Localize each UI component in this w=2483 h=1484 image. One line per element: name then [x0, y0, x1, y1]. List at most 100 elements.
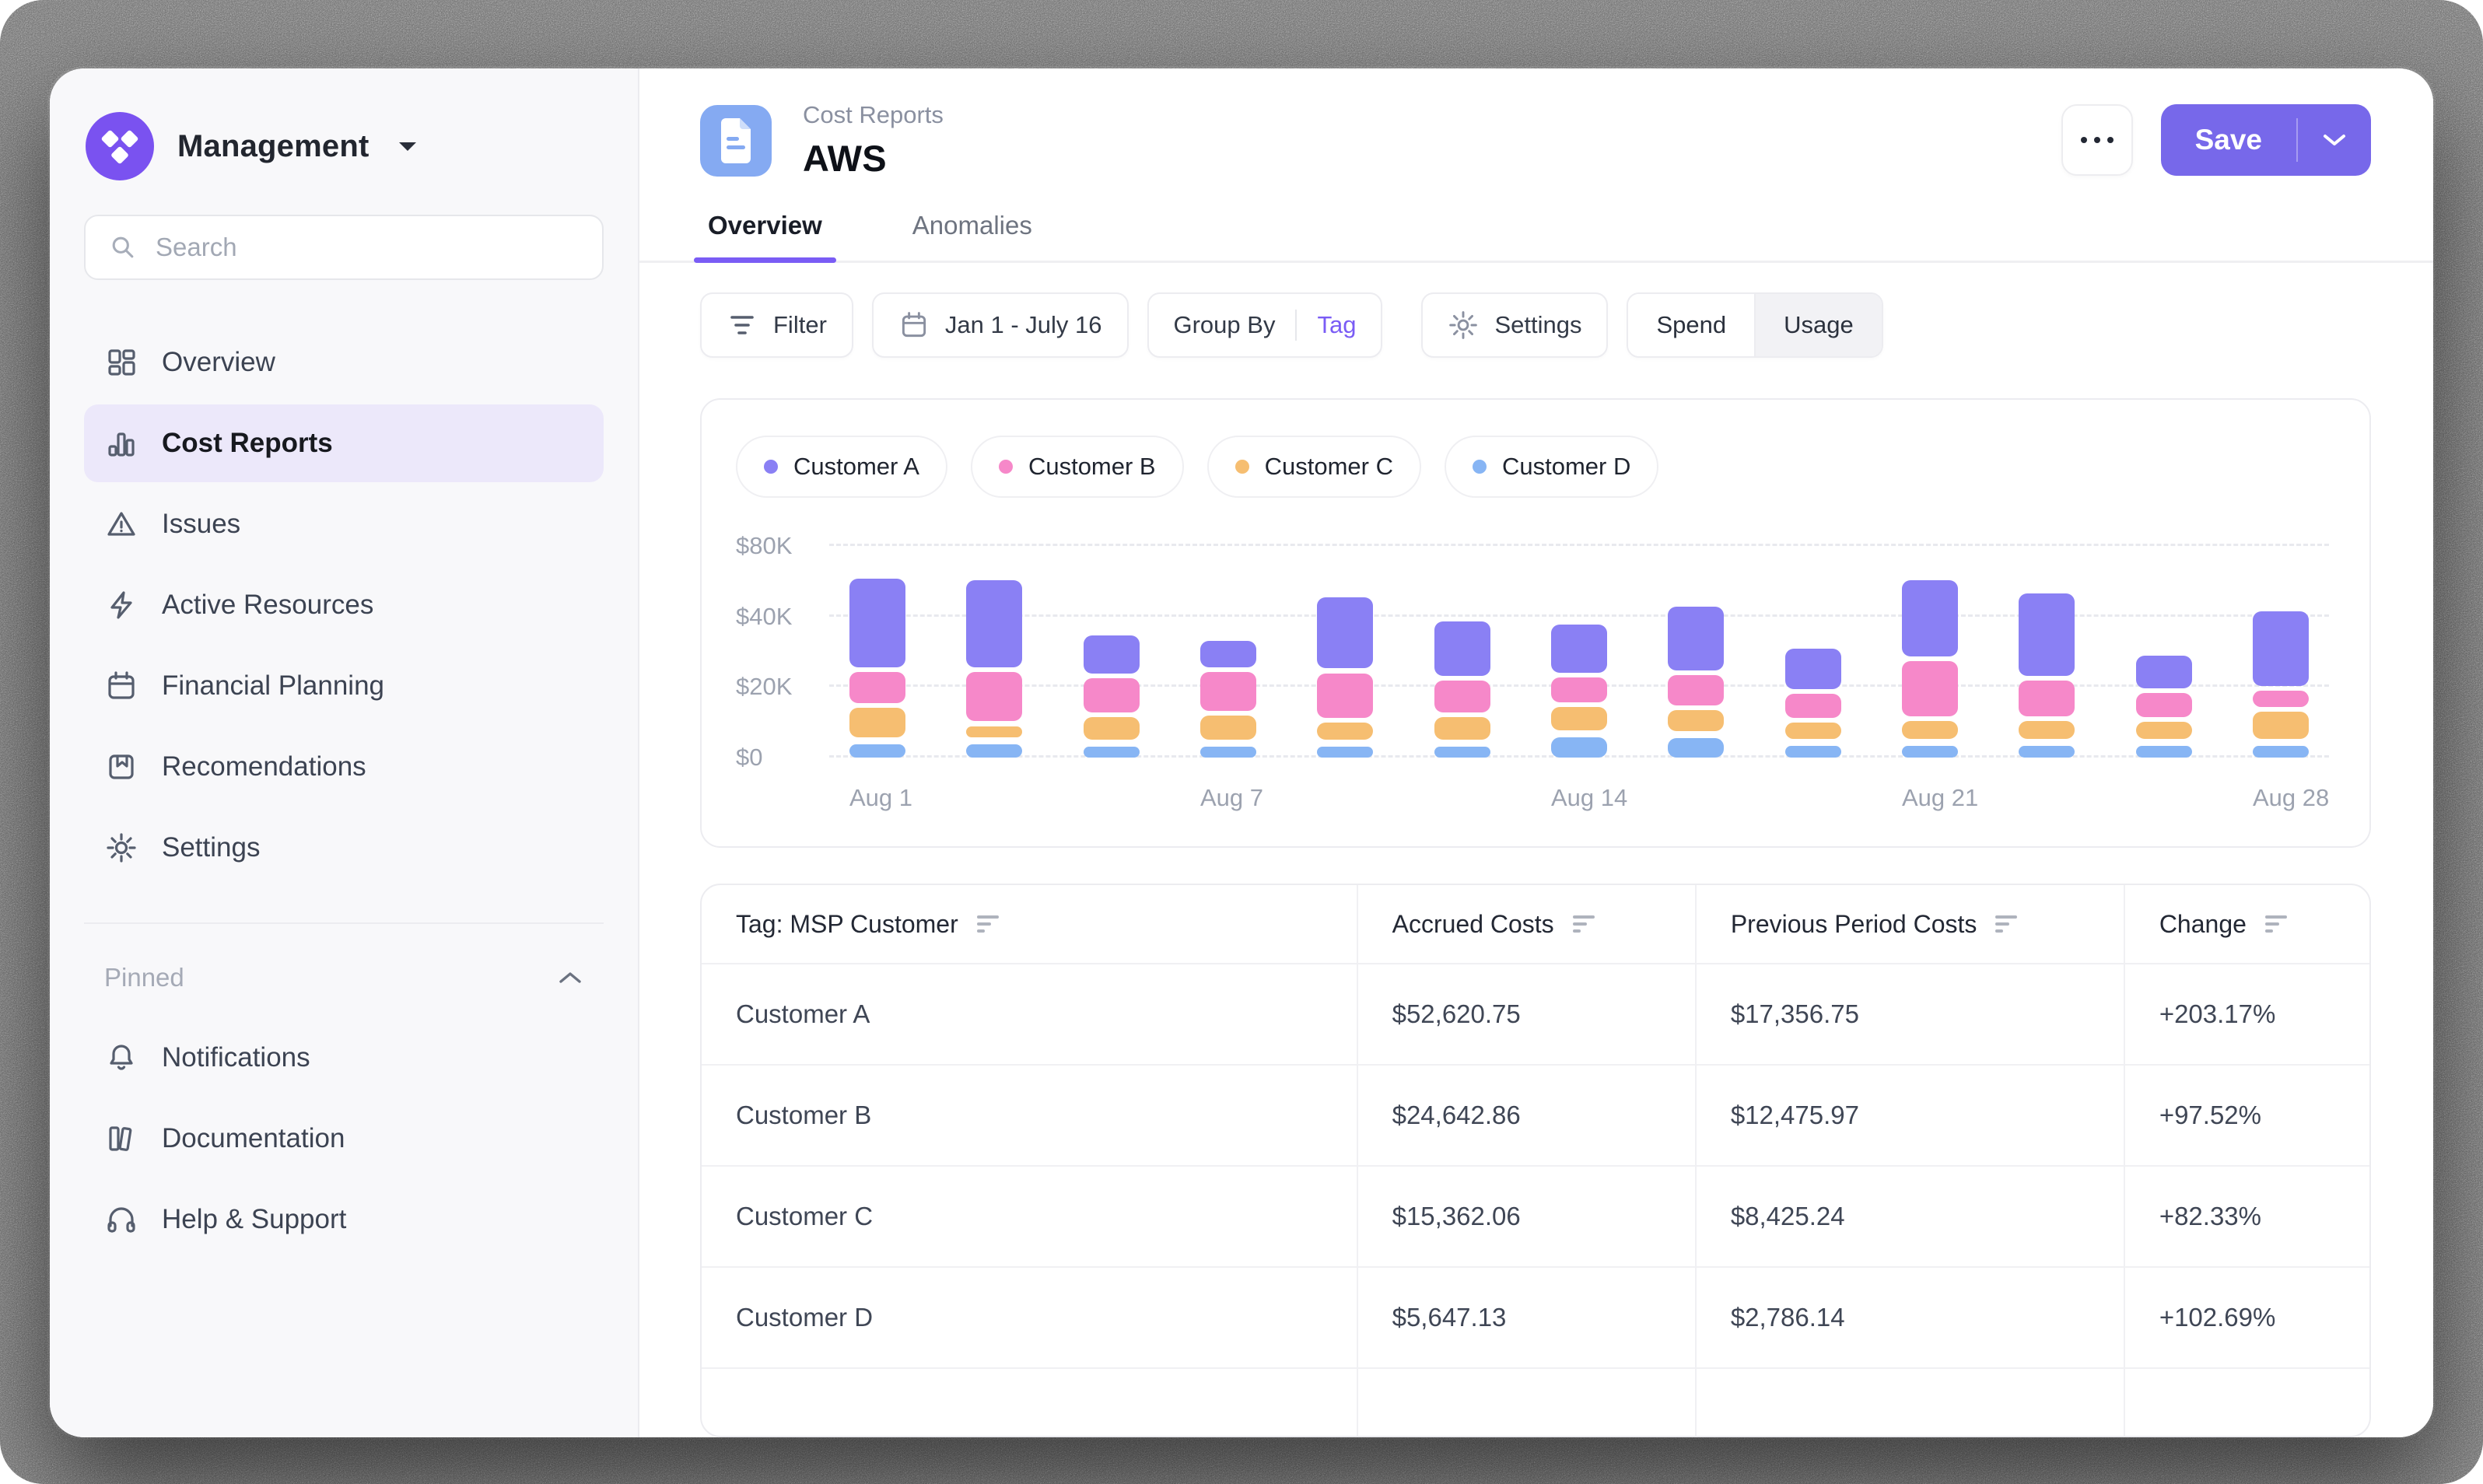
- bar-segment-customer-d: [2252, 746, 2309, 758]
- bar-segment-customer-d: [1434, 746, 1490, 758]
- sidebar-item-label: Cost Reports: [162, 428, 333, 458]
- ellipsis-icon: [2079, 135, 2115, 145]
- bar-segment-customer-d: [2019, 746, 2075, 758]
- y-axis-tick-20k: $20K: [736, 673, 793, 701]
- workspace-switcher[interactable]: Management: [84, 100, 604, 193]
- toggle-option-usage[interactable]: Usage: [1754, 294, 1882, 356]
- chart-bar-2: [966, 546, 1023, 758]
- bar-segment-customer-d: [966, 744, 1023, 758]
- save-dropdown-button[interactable]: [2298, 131, 2371, 149]
- sidebar-item-overview[interactable]: Overview: [84, 324, 604, 401]
- legend-pill-customer-d[interactable]: Customer D: [1445, 436, 1659, 498]
- cell-empty: [2123, 1368, 2369, 1436]
- legend-pill-customer-b[interactable]: Customer B: [970, 436, 1184, 498]
- sidebar-item-active-resources[interactable]: Active Resources: [84, 566, 604, 644]
- sidebar-item-notifications[interactable]: Notifications: [84, 1019, 604, 1097]
- settings-label: Settings: [1494, 311, 1582, 338]
- column-sort-control[interactable]: Change: [2159, 910, 2369, 939]
- cell-empty: [702, 1368, 1357, 1436]
- bar-segment-customer-a: [1668, 606, 1725, 670]
- column-sort-control[interactable]: Accrued Costs: [1392, 910, 1695, 939]
- column-label: Tag: MSP Customer: [736, 909, 958, 938]
- bar-segment-customer-c: [1901, 721, 1958, 740]
- sidebar-item-label: Help & Support: [162, 1204, 347, 1234]
- sidebar-item-documentation[interactable]: Documentation: [84, 1100, 604, 1178]
- date-range-button[interactable]: Jan 1 - July 16: [871, 292, 1129, 358]
- pinned-nav: Notifications Documentation Help & Support: [84, 1019, 604, 1258]
- sidebar-item-help-support[interactable]: Help & Support: [84, 1181, 604, 1258]
- x-axis-tick-aug-21: Aug 21: [1901, 784, 1979, 811]
- x-axis-tick-aug-7: Aug 7: [1199, 784, 1263, 811]
- column-sort-control[interactable]: Tag: MSP Customer: [736, 910, 1357, 939]
- bar-segment-customer-d: [1199, 746, 1256, 758]
- search-icon: [107, 232, 138, 263]
- chart-bar-12: [2135, 546, 2192, 758]
- sidebar-item-cost-reports[interactable]: Cost Reports: [84, 404, 604, 482]
- sidebar-item-recomendations[interactable]: Recomendations: [84, 728, 604, 806]
- legend-dot: [1234, 460, 1249, 474]
- bar-segment-customer-c: [1083, 716, 1140, 740]
- bar-segment-customer-a: [1784, 649, 1841, 689]
- cell-empty: [1694, 1368, 2124, 1436]
- save-button-divider: [2296, 118, 2298, 162]
- save-button[interactable]: Save: [2194, 124, 2262, 156]
- bar-segment-customer-a: [2135, 655, 2192, 689]
- column-sort-control[interactable]: Previous Period Costs: [1731, 910, 2124, 939]
- pinned-section-toggle[interactable]: Pinned: [84, 950, 604, 1005]
- pinned-label: Pinned: [104, 963, 184, 992]
- chart-bar-4: [1199, 546, 1256, 758]
- more-actions-button[interactable]: [2061, 104, 2133, 176]
- legend-label: Customer B: [1028, 453, 1156, 480]
- cell-change: +203.17%: [2123, 964, 2369, 1066]
- bar-segment-customer-a: [1083, 635, 1140, 674]
- sidebar-item-settings[interactable]: Settings: [84, 809, 604, 887]
- table-row-customer-a[interactable]: Customer A $52,620.75 $17,356.75 +203.17%: [702, 964, 2369, 1066]
- chart-settings-button[interactable]: Settings: [1421, 292, 1609, 358]
- legend-pill-customer-a[interactable]: Customer A: [736, 436, 947, 498]
- bar-segment-customer-c: [1434, 716, 1490, 740]
- bar-segment-customer-c: [1550, 706, 1607, 731]
- bar-segment-customer-c: [1784, 722, 1841, 740]
- sidebar-item-label: Active Resources: [162, 590, 374, 620]
- table-row-customer-d[interactable]: Customer D $5,647.13 $2,786.14 +102.69%: [702, 1267, 2369, 1369]
- app-window: Management Search Overview Cost Reports Is…: [50, 68, 2433, 1437]
- chart-plot-area: $0 $20K $40K $80K: [736, 532, 2335, 771]
- table-row-customer-b[interactable]: Customer B $24,642.86 $12,475.97 +97.52%: [702, 1065, 2369, 1167]
- tab-overview[interactable]: Overview: [694, 211, 836, 263]
- table-row-customer-c[interactable]: Customer C $15,362.06 $8,425.24 +82.33%: [702, 1166, 2369, 1268]
- bar-segment-customer-b: [966, 671, 1023, 722]
- filter-button[interactable]: Filter: [700, 292, 853, 358]
- tab-anomalies[interactable]: Anomalies: [912, 211, 1032, 240]
- group-by-button[interactable]: Group By Tag: [1147, 292, 1383, 358]
- sidebar-item-issues[interactable]: Issues: [84, 485, 604, 563]
- chart-legend: Customer A Customer B Customer C Customer D: [736, 436, 2335, 498]
- headphones-icon: [104, 1202, 138, 1237]
- bar-segment-customer-b: [849, 672, 905, 704]
- cell-previous: $2,786.14: [1694, 1267, 2124, 1369]
- chevron-up-icon: [557, 969, 583, 986]
- bar-segment-customer-c: [849, 708, 905, 738]
- column-header-change: Change: [2123, 885, 2369, 964]
- workspace-caret-down-icon: [396, 138, 419, 154]
- cell-tag: Customer A: [702, 964, 1357, 1066]
- legend-pill-customer-c[interactable]: Customer C: [1206, 436, 1421, 498]
- bar-segment-customer-c: [1668, 709, 1725, 732]
- cell-empty: [1356, 1368, 1696, 1436]
- legend-dot: [1473, 460, 1487, 474]
- bar-segment-customer-a: [2252, 611, 2309, 686]
- bar-segment-customer-c: [2252, 712, 2309, 740]
- bar-segment-customer-b: [1901, 660, 1958, 717]
- document-icon: [715, 117, 757, 163]
- search-input[interactable]: Search: [84, 215, 604, 280]
- column-header-accrued-costs: Accrued Costs: [1356, 885, 1696, 964]
- cost-chart-card: Customer A Customer B Customer C Customer D…: [700, 398, 2371, 848]
- toggle-option-spend[interactable]: Spend: [1628, 294, 1755, 356]
- bar-segment-customer-a: [2019, 593, 2075, 677]
- book-icon: [104, 1122, 138, 1156]
- main-panel: Cost Reports AWS Save: [639, 68, 2433, 1437]
- chart-bar-6: [1434, 546, 1490, 758]
- cell-previous: $8,425.24: [1694, 1166, 2124, 1268]
- bar-segment-customer-b: [1199, 672, 1256, 711]
- sidebar-item-financial-planning[interactable]: Financial Planning: [84, 647, 604, 725]
- x-axis-tick-aug-14: Aug 14: [1550, 784, 1628, 811]
